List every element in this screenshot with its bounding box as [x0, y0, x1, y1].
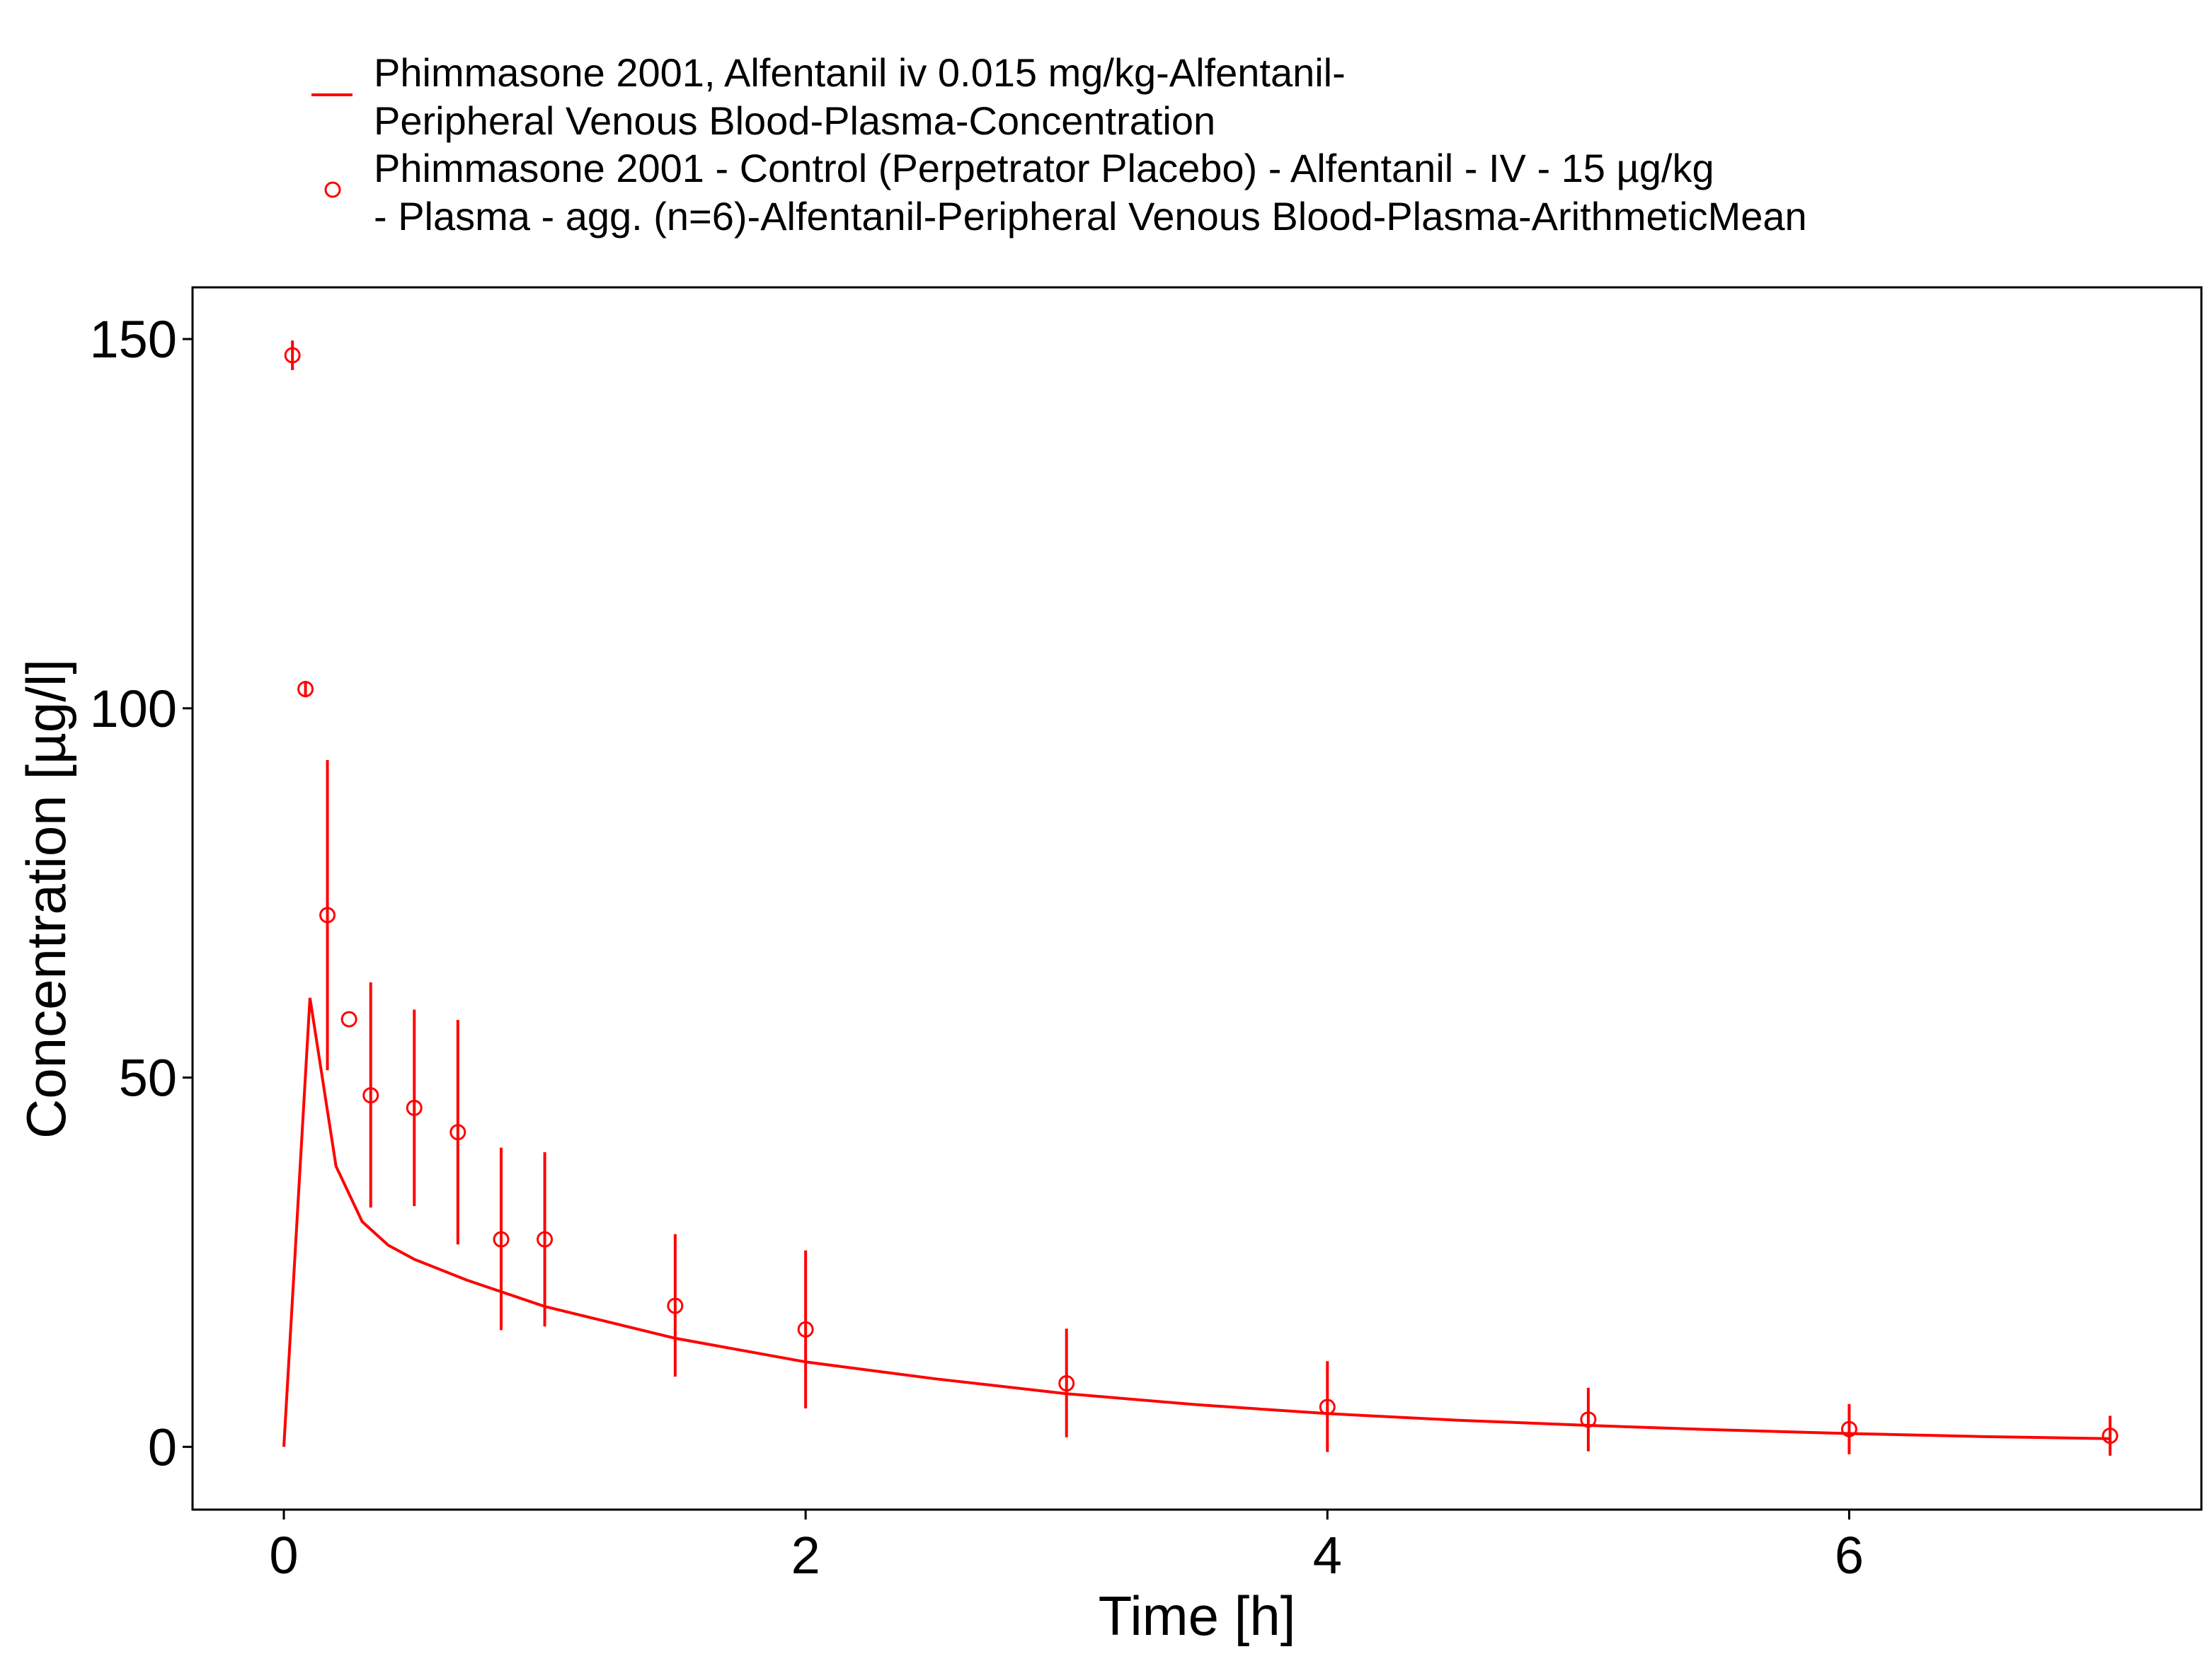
- observed-point: [340, 1011, 357, 1028]
- x-tick-label: 6: [1835, 1526, 1864, 1585]
- legend-series1-line1: Phimmasone 2001, Alfentanil iv 0.015 mg/…: [374, 50, 1346, 95]
- observed-point: [449, 1124, 466, 1141]
- plot-panel: [191, 286, 2203, 1511]
- x-tick-label: 4: [1313, 1526, 1342, 1585]
- y-tick-label: 150: [90, 310, 177, 369]
- legend-circle-swatch: [324, 181, 341, 198]
- observed-point: [319, 907, 336, 924]
- legend-series2-line2: - Plasma - agg. (n=6)-Alfentanil-Periphe…: [374, 194, 1807, 239]
- x-axis: 0 2 4 6: [269, 1510, 1864, 1585]
- legend-series2-line1: Phimmasone 2001 - Control (Perpetrator P…: [374, 146, 1714, 190]
- legend-series1-line2: Peripheral Venous Blood-Plasma-Concentra…: [374, 98, 1215, 143]
- observed-point: [1058, 1375, 1075, 1392]
- y-tick-label: 0: [148, 1418, 177, 1476]
- observed-point: [362, 1087, 379, 1104]
- x-axis-title: Time [h]: [1099, 1585, 1296, 1647]
- y-tick-label: 100: [90, 679, 177, 738]
- series-layer: [282, 340, 2119, 1456]
- simulation-line: [282, 997, 2111, 1447]
- legend: Phimmasone 2001, Alfentanil iv 0.015 mg/…: [311, 50, 1807, 239]
- x-tick-label: 0: [269, 1526, 298, 1585]
- observed-point: [284, 347, 301, 364]
- observed-point: [297, 681, 314, 698]
- observed-point: [1580, 1411, 1597, 1428]
- observed-point: [537, 1231, 554, 1248]
- observed-point: [2102, 1428, 2119, 1445]
- observed-point: [1840, 1420, 1857, 1437]
- y-axis: 0 50 100 150: [90, 310, 193, 1476]
- observed-point: [1319, 1399, 1336, 1415]
- y-axis-title: Concentration [µg/l]: [15, 659, 77, 1139]
- observed-point: [667, 1297, 684, 1314]
- x-tick-label: 2: [791, 1526, 820, 1585]
- y-tick-label: 50: [119, 1049, 177, 1108]
- observed-point: [493, 1231, 510, 1248]
- observed-point: [797, 1321, 814, 1338]
- observed-point: [406, 1099, 423, 1116]
